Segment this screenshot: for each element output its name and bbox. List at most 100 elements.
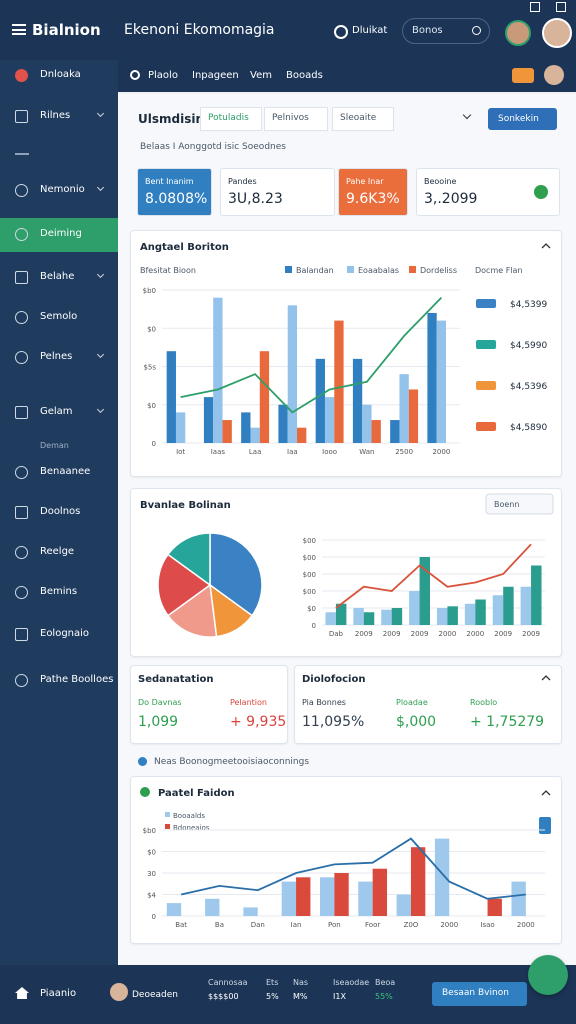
top-bar: Bialnion Ekenoni Ekomomagia Dluikat Bono…: [0, 0, 576, 60]
nav-item[interactable]: Pelnes: [40, 351, 73, 362]
stat-label: Ploadae: [396, 698, 428, 707]
nav-item[interactable]: Nemonio: [40, 184, 85, 195]
kpi-label: Bent Inanim: [145, 177, 194, 186]
bar: [436, 608, 448, 625]
nav-item[interactable]: Gelam: [40, 406, 73, 417]
window-close[interactable]: [556, 2, 566, 12]
x-tick-label: Dab: [329, 630, 344, 638]
bar: [520, 586, 532, 625]
y-tick-label: 30: [147, 870, 156, 878]
bar: [166, 351, 176, 443]
nav-item[interactable]: Bemins: [40, 586, 78, 597]
bar: [492, 595, 504, 625]
charts: Angtael Boriton Bfesitat Bioon Balandan Eoa…: [138, 242, 554, 929]
note: Neas Boonogmeetooisiaoconnings: [154, 757, 310, 767]
y-tick-label: $0: [147, 849, 156, 857]
nav-icon: [15, 69, 28, 82]
kpi-card: [220, 168, 335, 216]
nav-item[interactable]: Pathe Boolloes: [40, 674, 114, 685]
nav-item[interactable]: Doolnos: [40, 506, 81, 517]
subnav-item[interactable]: Inpageen: [192, 70, 239, 81]
bar: [203, 397, 214, 443]
avatar[interactable]: [542, 18, 572, 48]
y-tick-label: $00: [303, 571, 316, 579]
card-title: Diolofocion: [302, 674, 365, 685]
stat-label: Cannosaa: [208, 978, 248, 987]
subnav-item[interactable]: Vem: [250, 70, 272, 81]
nav-item[interactable]: Benaanee: [40, 466, 91, 477]
nav-icon: [15, 546, 28, 559]
stat-value: M%: [293, 992, 308, 1001]
bar: [166, 903, 182, 916]
brand: Bialnion: [32, 21, 101, 39]
fab[interactable]: [528, 955, 568, 995]
x-tick-label: 2500: [395, 448, 413, 456]
nav-item[interactable]: Deiming: [40, 228, 82, 239]
x-tick-label: 2009: [411, 630, 429, 638]
avatar[interactable]: [505, 20, 531, 46]
kpi-value: 9.6K3%: [346, 191, 400, 207]
y-tick-label: $0: [307, 605, 316, 613]
pie-slice: [157, 553, 212, 617]
action-button[interactable]: Dluikat: [352, 25, 388, 36]
search-box[interactable]: [402, 18, 490, 44]
nav-divider: [15, 153, 29, 155]
nav-item[interactable]: Belahe: [40, 271, 75, 282]
bar: [281, 881, 297, 916]
primary-button[interactable]: [488, 108, 557, 130]
bar: [243, 907, 258, 916]
subnav-icon: [130, 70, 140, 80]
subnav-avatar[interactable]: [544, 65, 564, 85]
legend-swatch: [409, 266, 416, 273]
bar: [250, 427, 260, 443]
tab-label: Pelnivos: [272, 113, 309, 123]
bar: [352, 358, 363, 443]
subnav-badge[interactable]: [512, 68, 534, 83]
nav-item[interactable]: Rilnes: [40, 110, 71, 121]
legend-swatch: [285, 266, 292, 273]
tab-label: Sleoaite: [340, 113, 377, 123]
nav-icon: [15, 674, 28, 687]
bar: [319, 877, 335, 916]
x-tick-label: Foor: [365, 921, 380, 929]
nav-item[interactable]: Eolognaio: [40, 628, 90, 639]
pie-slice: [209, 532, 263, 617]
trend-line: [180, 837, 526, 900]
nav-item[interactable]: Reelge: [40, 546, 75, 557]
nav-item[interactable]: Dnloaka: [40, 69, 81, 80]
title-icon: [140, 787, 150, 797]
bar: [324, 397, 335, 443]
panel-subtitle: Belaas I Aonggotd isic Soeodnes: [140, 142, 286, 152]
stat-value: I1X: [333, 992, 346, 1001]
tab[interactable]: [200, 107, 262, 131]
window-max[interactable]: [530, 2, 540, 12]
menu-icon[interactable]: [12, 24, 26, 35]
app-title: Ekenoni Ekomomagia: [124, 22, 275, 38]
bar: [396, 894, 411, 916]
nav-icon: [15, 228, 28, 241]
bar: [503, 586, 514, 625]
y-tick-label: $00: [303, 588, 316, 596]
tab[interactable]: [332, 107, 394, 131]
pie-slice: [166, 583, 218, 638]
stat-value: 11,095%: [302, 714, 364, 730]
x-tick-label: Iooo: [322, 448, 337, 456]
tab[interactable]: [264, 107, 328, 131]
collapse-caret: [541, 790, 551, 796]
y-tick-label: 0: [312, 622, 316, 630]
x-tick-label: 2000: [440, 921, 458, 929]
side-title: Docme Flan: [475, 266, 523, 275]
stat-value: 1,099: [138, 714, 178, 730]
summary-card: [294, 665, 562, 744]
home-label[interactable]: Piaanio: [40, 988, 77, 999]
bottom-button[interactable]: [432, 982, 527, 1006]
subnav-item[interactable]: Booads: [286, 70, 323, 81]
y-tick-label: $b0: [143, 827, 156, 835]
nav-item[interactable]: Semolo: [40, 311, 78, 322]
subnav-item[interactable]: Plaolo: [148, 70, 178, 81]
x-tick-label: Wan: [359, 448, 374, 456]
tabs: Potuladis Pelnivos Sleoaite: [200, 107, 394, 131]
bar: [408, 389, 419, 443]
stat-value: $$$$00: [208, 992, 239, 1001]
bar: [436, 320, 447, 443]
